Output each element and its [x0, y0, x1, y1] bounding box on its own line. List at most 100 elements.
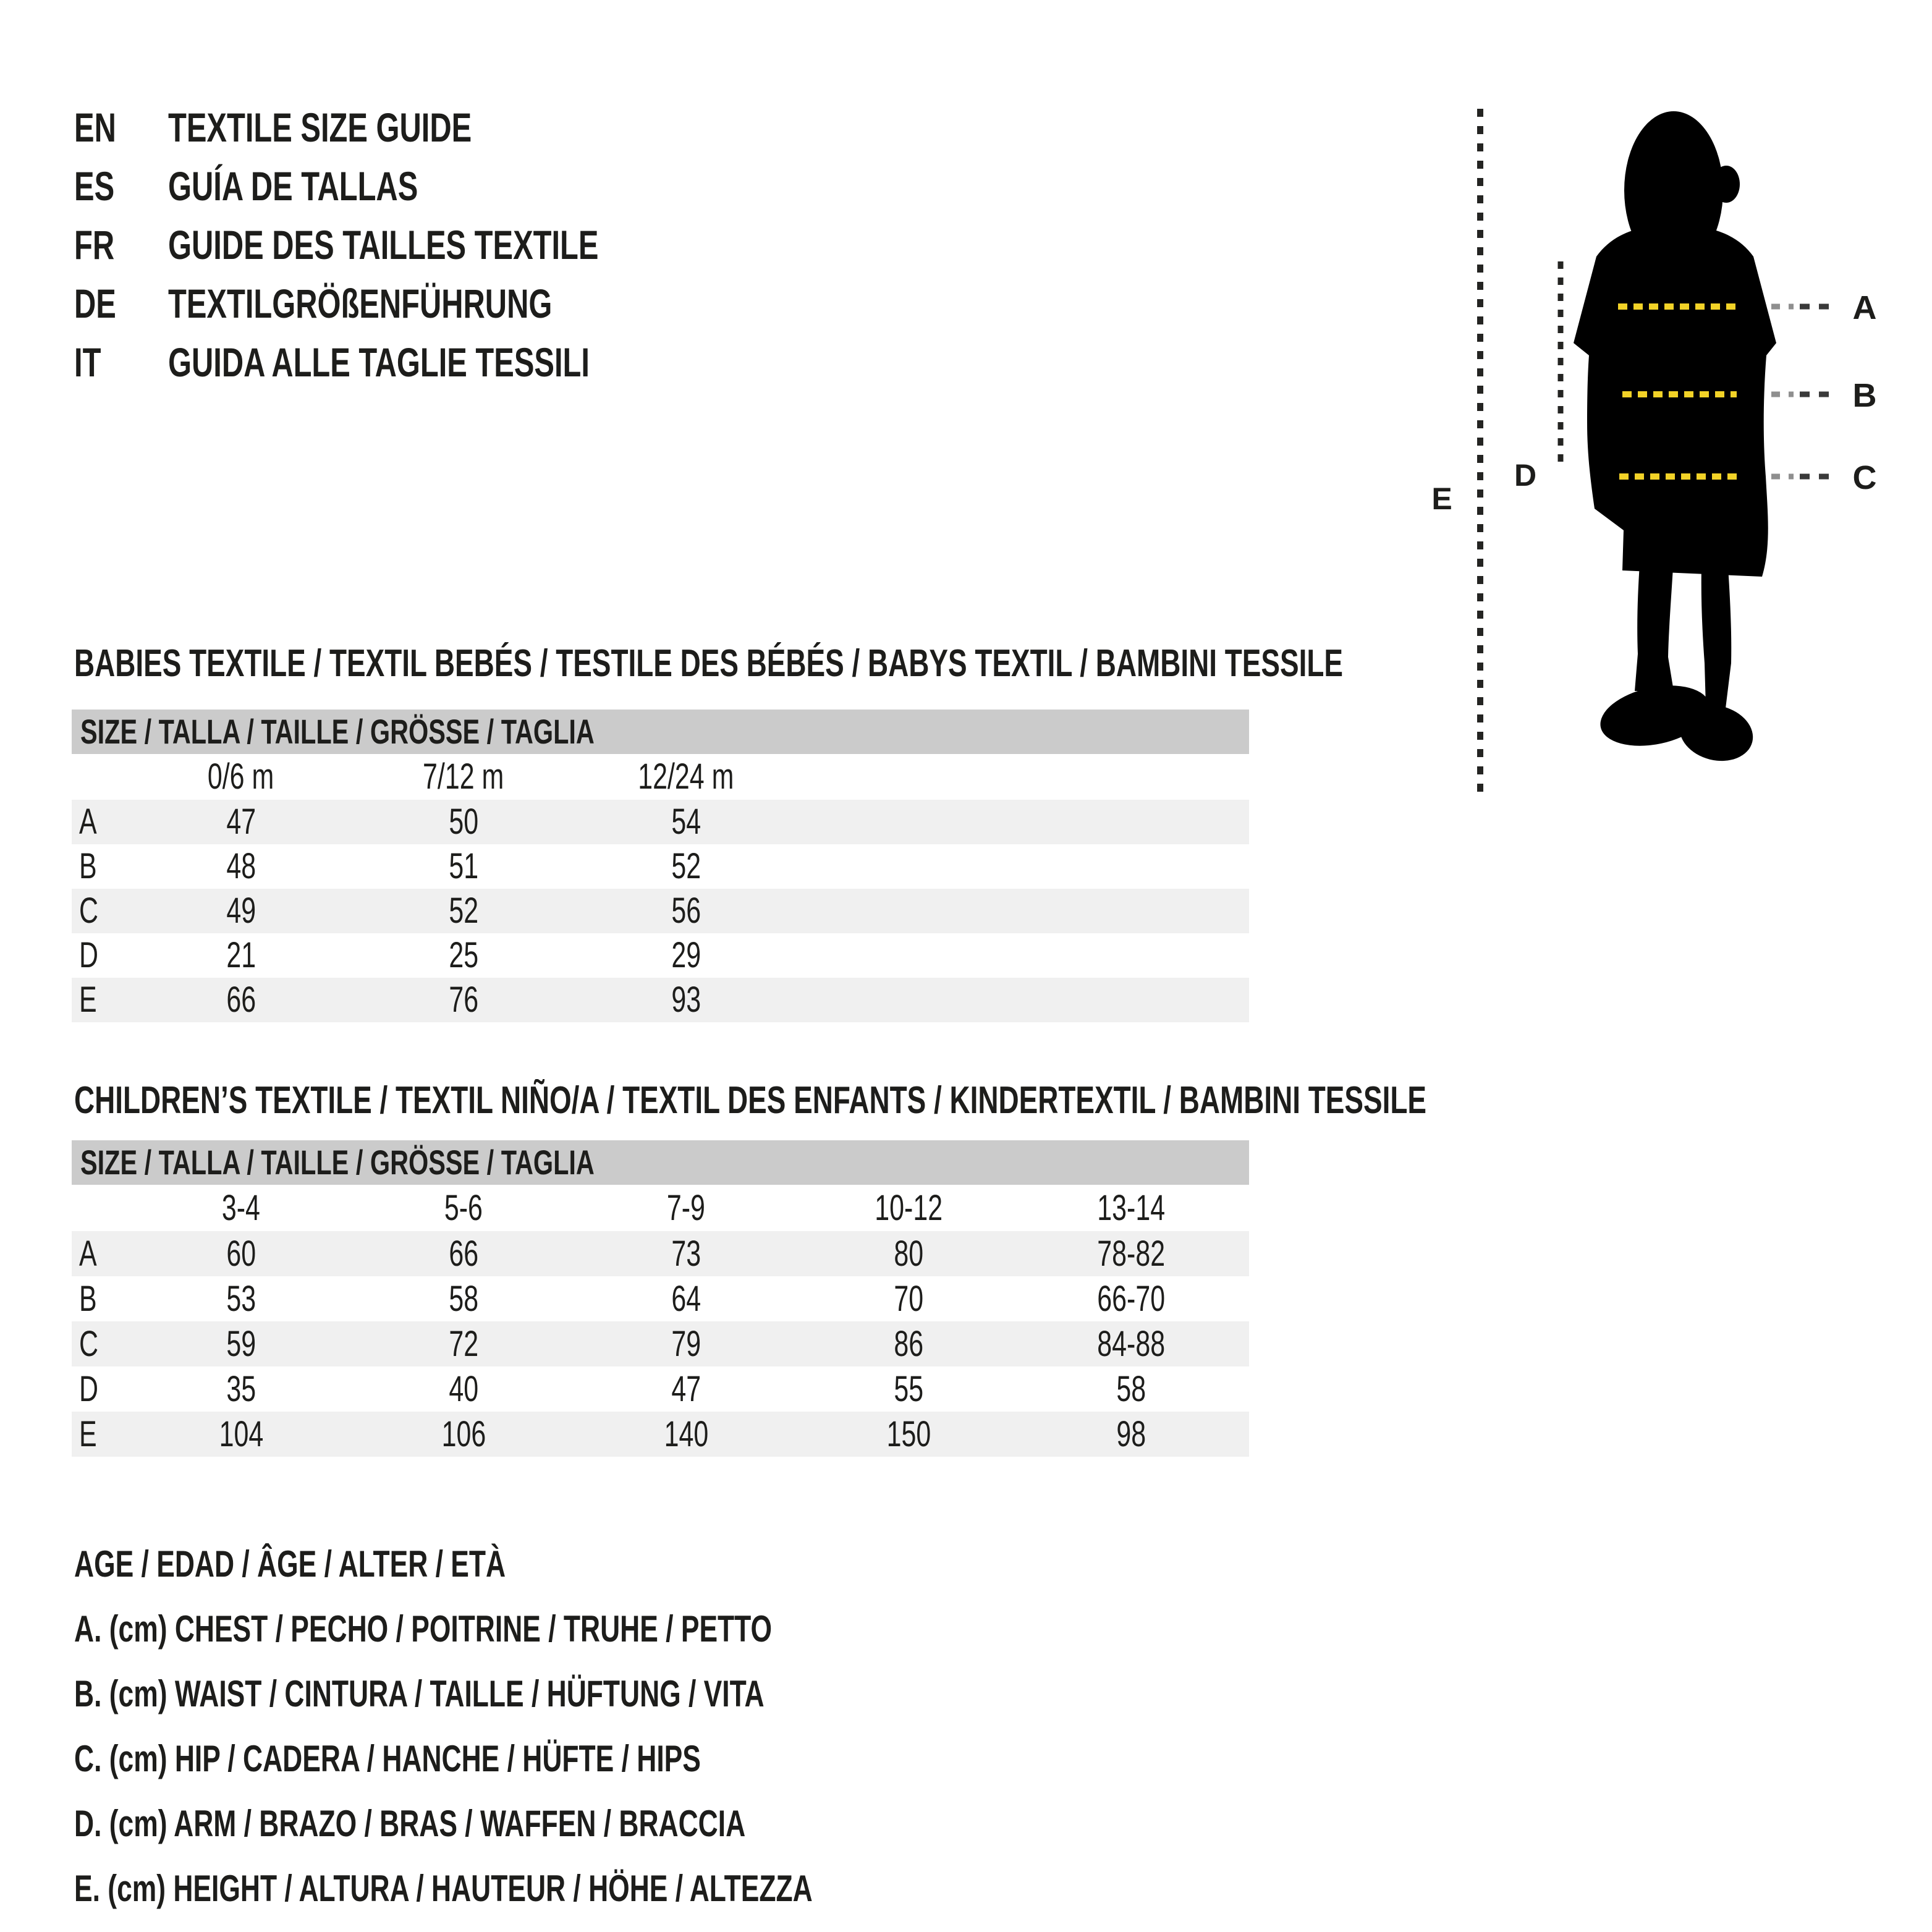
cell: 150: [886, 1414, 931, 1454]
cell: 78-82: [1097, 1234, 1165, 1274]
empty-corner-cell: [72, 754, 130, 800]
table-row: B 53 58 64 70 66-70: [72, 1276, 1249, 1321]
language-row-de: DE TEXTILGRÖßENFÜHRUNG: [74, 274, 750, 333]
row-label: B: [79, 1279, 97, 1319]
figure-label-c: C: [1853, 459, 1877, 496]
cell: 80: [894, 1234, 923, 1274]
legend-line-age: AGE / EDAD / ÂGE / ALTER / ETÀ: [74, 1543, 506, 1585]
cell: 76: [449, 980, 478, 1020]
row-label: D: [79, 935, 98, 975]
column-header: 12/24 m: [638, 756, 734, 797]
figure-label-b: B: [1853, 377, 1877, 414]
legend-line-hip: C. (cm) HIP / CADERA / HANCHE / HÜFTE / …: [74, 1738, 701, 1779]
cell: 70: [894, 1279, 923, 1319]
cell: 52: [449, 891, 478, 931]
legend-line-arm: D. (cm) ARM / BRAZO / BRAS / WAFFEN / BR…: [74, 1803, 746, 1844]
cell: 72: [449, 1324, 478, 1364]
cell: 29: [671, 935, 701, 975]
cell: 66-70: [1097, 1279, 1165, 1319]
empty-corner-cell: [72, 1185, 130, 1231]
cell: 54: [671, 802, 701, 842]
row-label: A: [79, 1234, 97, 1274]
cell: 55: [894, 1369, 923, 1409]
cell: 106: [441, 1414, 486, 1454]
measurement-figure: A B C D E: [1409, 104, 1932, 821]
table-row: C 59 72 79 86 84-88: [72, 1321, 1249, 1366]
table-row: A 47 50 54: [72, 800, 1249, 844]
child-silhouette-icon: [1574, 111, 1776, 761]
cell: 58: [449, 1279, 478, 1319]
table-row: C 49 52 56: [72, 889, 1249, 933]
row-label: D: [79, 1369, 98, 1409]
figure-label-d: D: [1514, 458, 1536, 493]
cell: 35: [226, 1369, 256, 1409]
figure-label-e: E: [1431, 481, 1452, 516]
column-header: 0/6 m: [208, 756, 274, 797]
cell: 59: [226, 1324, 256, 1364]
cell: 98: [1116, 1414, 1146, 1454]
row-label: B: [79, 846, 97, 886]
babies-section-heading: BABIES TEXTILE / TEXTIL BEBÉS / TESTILE …: [74, 642, 1343, 685]
children-table: A 60 66 73 80 78-82 B 53 58 64 70 66-70 …: [72, 1231, 1249, 1457]
babies-table: A 47 50 54 B 48 51 52 C 49 52 56 D 21 25…: [72, 800, 1249, 1022]
table-row: A 60 66 73 80 78-82: [72, 1231, 1249, 1276]
column-header: 7/12 m: [423, 756, 504, 797]
language-title: TEXTILE SIZE GUIDE: [168, 104, 472, 150]
cell: 86: [894, 1324, 923, 1364]
cell: 47: [671, 1369, 701, 1409]
language-code: FR: [74, 221, 115, 268]
cell: 60: [226, 1234, 256, 1274]
babies-size-header-bar: SIZE / TALLA / TAILLE / GRÖSSE / TAGLIA: [72, 710, 1249, 754]
figure-label-a: A: [1853, 289, 1877, 326]
cell: 21: [226, 935, 256, 975]
table-row: D 35 40 47 55 58: [72, 1366, 1249, 1412]
language-title: GUIDA ALLE TAGLIE TESSILI: [168, 339, 590, 385]
cell: 64: [671, 1279, 701, 1319]
legend-line-chest: A. (cm) CHEST / PECHO / POITRINE / TRUHE…: [74, 1608, 773, 1650]
language-title: TEXTILGRÖßENFÜHRUNG: [168, 280, 553, 326]
column-header: 7-9: [666, 1188, 706, 1228]
language-list: EN TEXTILE SIZE GUIDE ES GUÍA DE TALLAS …: [74, 98, 750, 391]
cell: 93: [671, 980, 701, 1020]
cell: 66: [449, 1234, 478, 1274]
row-label: E: [79, 980, 97, 1020]
table-row: E 66 76 93: [72, 978, 1249, 1022]
cell: 58: [1116, 1369, 1146, 1409]
children-column-headers: 3-4 5-6 7-9 10-12 13-14: [72, 1185, 1249, 1231]
table-row: D 21 25 29: [72, 933, 1249, 978]
language-row-en: EN TEXTILE SIZE GUIDE: [74, 98, 750, 156]
cell: 51: [449, 846, 478, 886]
babies-column-headers: 0/6 m 7/12 m 12/24 m: [72, 754, 1249, 800]
legend-line-height: E. (cm) HEIGHT / ALTURA / HAUTEUR / HÖHE…: [74, 1868, 813, 1909]
language-code: EN: [74, 104, 116, 150]
child-silhouette-diagram: A B C D E: [1431, 109, 1877, 801]
row-label: A: [79, 802, 97, 842]
table-row: B 48 51 52: [72, 844, 1249, 889]
children-section-heading: CHILDREN’S TEXTILE / TEXTIL NIÑO/A / TEX…: [74, 1079, 1426, 1122]
cell: 73: [671, 1234, 701, 1274]
column-header: 5-6: [444, 1188, 483, 1228]
cell: 52: [671, 846, 701, 886]
cell: 49: [226, 891, 256, 931]
cell: 140: [664, 1414, 708, 1454]
cell: 66: [226, 980, 256, 1020]
language-row-es: ES GUÍA DE TALLAS: [74, 156, 750, 215]
cell: 104: [219, 1414, 263, 1454]
cell: 56: [671, 891, 701, 931]
language-code: ES: [74, 163, 115, 209]
cell: 47: [226, 802, 256, 842]
column-header: 10-12: [875, 1188, 943, 1228]
language-code: IT: [74, 339, 101, 385]
cell: 84-88: [1097, 1324, 1165, 1364]
language-title: GUÍA DE TALLAS: [168, 163, 418, 209]
table-row: E 104 106 140 150 98: [72, 1412, 1249, 1457]
legend-line-waist: B. (cm) WAIST / CINTURA / TAILLE / HÜFTU…: [74, 1673, 765, 1714]
measurement-legend: AGE / EDAD / ÂGE / ALTER / ETÀ A. (cm) C…: [74, 1532, 1072, 1921]
cell: 25: [449, 935, 478, 975]
column-header: 13-14: [1097, 1188, 1165, 1228]
cell: 50: [449, 802, 478, 842]
language-title: GUIDE DES TAILLES TEXTILE: [168, 221, 599, 268]
cell: 79: [671, 1324, 701, 1364]
row-label: E: [79, 1414, 97, 1454]
cell: 40: [449, 1369, 478, 1409]
